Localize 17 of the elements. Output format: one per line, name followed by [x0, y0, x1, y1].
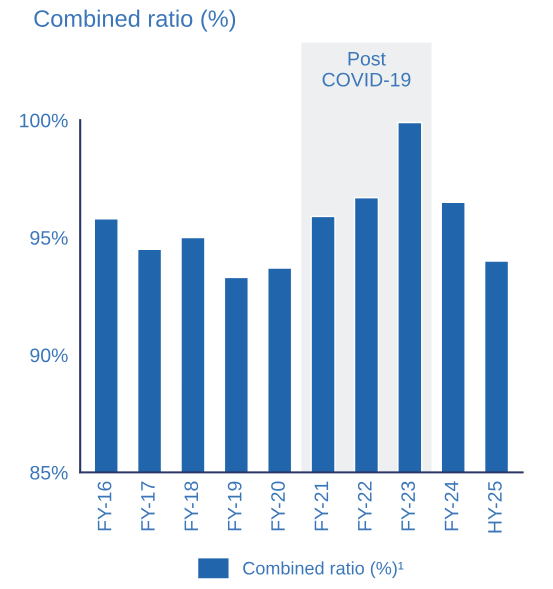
x-tick-label: FY-23 [401, 482, 416, 530]
y-tick-label: 100% [20, 114, 68, 128]
x-tick-label: FY-21 [314, 482, 328, 530]
y-tick-label: 95% [30, 231, 68, 245]
x-tick-label: FY-17 [141, 482, 155, 530]
x-tick-label: FY-24 [444, 481, 458, 530]
x-tick-label: FY-22 [358, 482, 372, 530]
chart-title: Combined ratio (%) [34, 10, 236, 32]
x-tick-label: FY-20 [271, 481, 285, 530]
y-tick-label: 85% [30, 466, 68, 480]
band-label: Post COVID-19 [322, 52, 410, 87]
x-tick-label: FY-19 [228, 482, 242, 530]
x-tick-label: FY-18 [184, 482, 198, 530]
legend-label: Combined ratio (%)¹ [243, 561, 404, 578]
x-tick-label: FY-16 [98, 482, 112, 530]
x-tick-label: HY-25 [488, 482, 502, 532]
y-tick-label: 90% [30, 348, 68, 362]
